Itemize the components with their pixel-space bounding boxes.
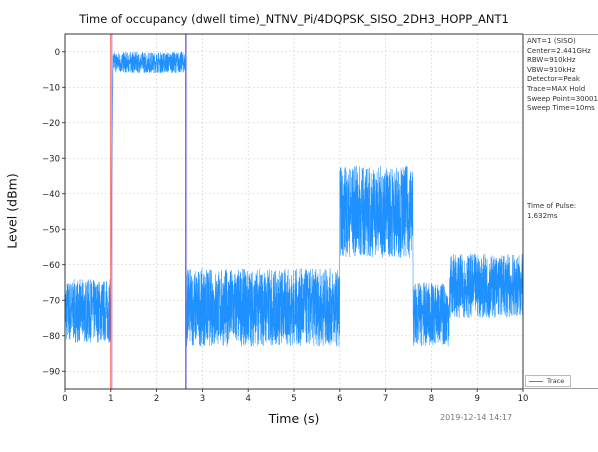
x-tick-label: 0: [62, 394, 67, 404]
x-tick-label: 3: [200, 394, 205, 404]
time-of-pulse: Time of Pulse: 1.632ms: [527, 202, 577, 220]
y-tick-label: −20: [42, 119, 60, 129]
x-tick-label: 2: [154, 394, 159, 404]
y-tick-label: −10: [42, 83, 60, 93]
x-axis-label: Time (s): [268, 411, 320, 426]
info-panel: ANT=1 (SISO) Center=2.441GHz RBW=910kHz …: [523, 34, 598, 389]
legend-label: Trace: [547, 377, 565, 385]
y-tick-label: −70: [42, 296, 60, 306]
measurement-settings: ANT=1 (SISO) Center=2.441GHz RBW=910kHz …: [527, 37, 598, 113]
legend: Trace: [525, 375, 571, 387]
x-tick-label: 4: [245, 394, 250, 404]
x-tick-label: 9: [474, 394, 479, 404]
y-tick-label: −40: [42, 190, 60, 200]
legend-swatch: [529, 380, 543, 382]
x-tick-label: 7: [383, 394, 388, 404]
y-tick-label: −80: [42, 332, 60, 342]
x-tick-label: 6: [337, 394, 342, 404]
y-axis-label: Level (dBm): [4, 173, 20, 249]
y-tick-label: −90: [42, 367, 60, 377]
trace-line: [64, 51, 524, 347]
x-tick-label: 5: [291, 394, 296, 404]
x-tick-label: 10: [518, 394, 529, 404]
chart-title: Time of occupancy (dwell time)_NTNV_Pi/4…: [79, 12, 509, 26]
y-tick-label: 0: [55, 48, 60, 58]
y-tick-label: −60: [42, 261, 60, 271]
y-tick-label: −50: [42, 225, 60, 235]
x-tick-label: 1: [108, 394, 113, 404]
y-tick-label: −30: [42, 154, 60, 164]
x-tick-label: 8: [429, 394, 434, 404]
timestamp: 2019-12-14 14:17: [440, 413, 513, 422]
